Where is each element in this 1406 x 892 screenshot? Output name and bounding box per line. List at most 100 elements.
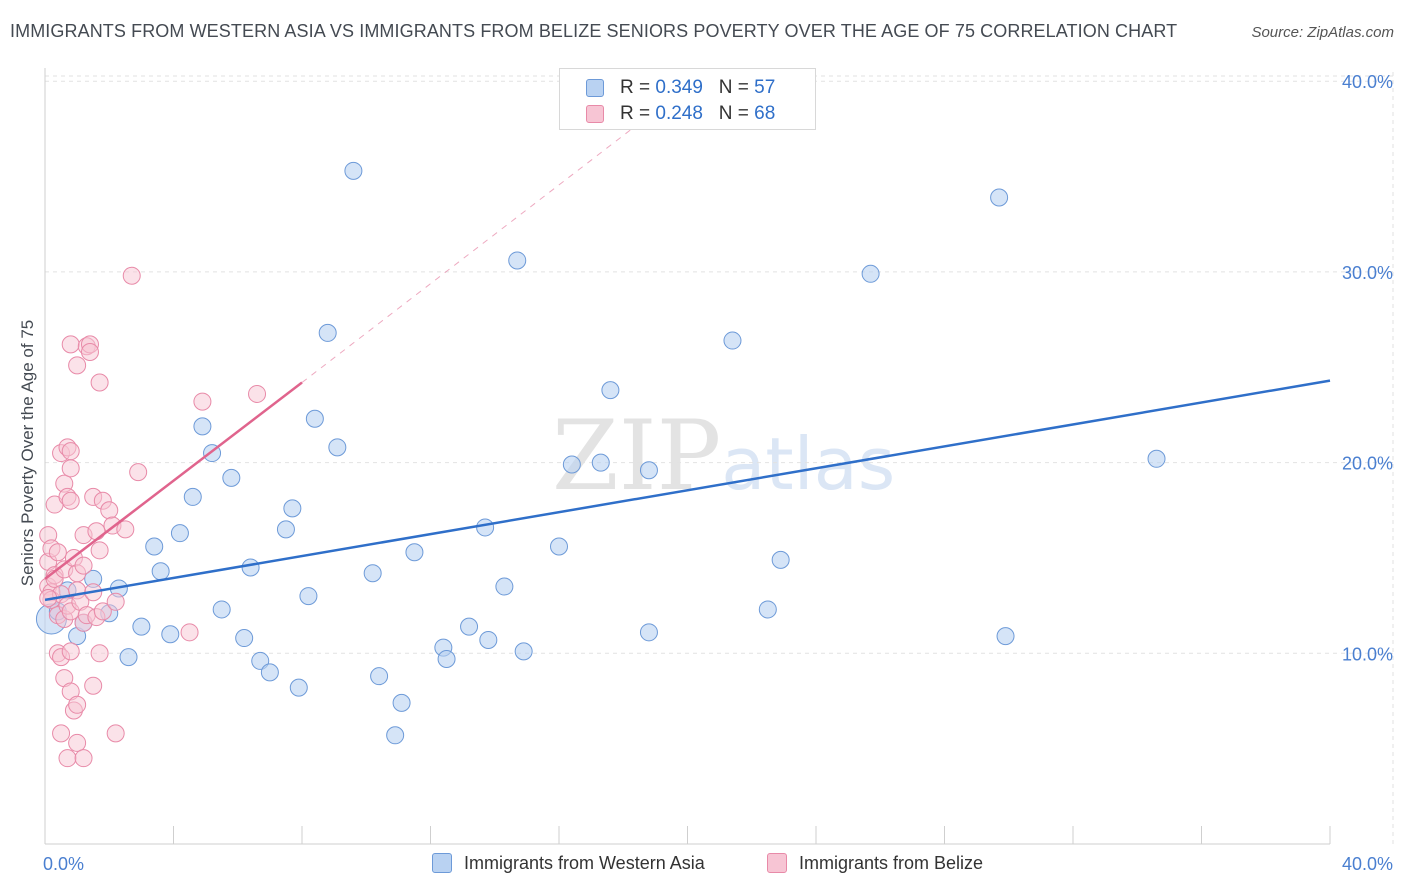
point-western-asia xyxy=(460,617,479,636)
point-western-asia xyxy=(386,726,405,745)
point-belize xyxy=(90,373,109,392)
trend-lines xyxy=(44,122,1331,602)
point-western-asia xyxy=(514,642,533,661)
point-western-asia xyxy=(601,381,620,400)
point-western-asia xyxy=(305,409,324,428)
series-belize-points xyxy=(39,266,267,768)
point-belize xyxy=(58,749,77,768)
point-belize xyxy=(68,356,87,375)
bottom-legend-swatch-blue xyxy=(432,853,452,873)
point-belize xyxy=(80,342,99,361)
point-western-asia xyxy=(212,600,231,619)
series-western-asia-points xyxy=(35,161,1166,745)
point-western-asia xyxy=(222,468,241,487)
axes xyxy=(44,68,1331,845)
tick-labels: 10.0% 20.0% 30.0% 40.0% 0.0% 40.0% Seniors Pov… xyxy=(18,72,1393,874)
point-western-asia xyxy=(476,518,495,537)
point-western-asia xyxy=(591,453,610,472)
point-belize xyxy=(61,442,80,461)
point-western-asia xyxy=(241,558,260,577)
point-western-asia xyxy=(639,623,658,642)
point-western-asia xyxy=(132,617,151,636)
point-belize xyxy=(87,522,106,541)
point-western-asia xyxy=(479,630,498,649)
point-western-asia xyxy=(508,251,527,270)
point-western-asia xyxy=(299,587,318,606)
x-tick-label-min: 0.0% xyxy=(43,854,84,874)
y-tick-label: 20.0% xyxy=(1342,454,1393,474)
legend-n-label: N = xyxy=(718,103,755,124)
point-western-asia xyxy=(344,161,363,180)
point-belize xyxy=(106,592,125,611)
point-belize xyxy=(61,642,80,661)
legend-r-label: R = xyxy=(620,77,656,98)
point-western-asia xyxy=(289,678,308,697)
point-western-asia xyxy=(1147,449,1166,468)
legend-stats-western-asia: R = 0.349 N = 57 xyxy=(620,77,775,99)
point-western-asia xyxy=(235,629,254,648)
legend-r-value: 0.349 xyxy=(655,77,703,98)
point-western-asia xyxy=(318,323,337,342)
legend-n-label: N = xyxy=(718,77,755,98)
grid xyxy=(45,72,1394,844)
y-axis-label: Seniors Poverty Over the Age of 75 xyxy=(18,320,37,586)
point-belize xyxy=(122,266,141,285)
legend-r-label: R = xyxy=(620,103,656,124)
point-belize xyxy=(61,335,80,354)
point-belize xyxy=(180,623,199,642)
point-western-asia xyxy=(392,693,411,712)
trend-line-western-asia xyxy=(44,379,1331,602)
x-tick-label-max: 40.0% xyxy=(1342,854,1393,874)
bottom-legend-label: Immigrants from Western Asia xyxy=(464,853,705,873)
bottom-legend-swatch-pink xyxy=(767,853,787,873)
watermark: ZIPatlas xyxy=(552,400,895,512)
point-western-asia xyxy=(723,331,742,350)
point-western-asia xyxy=(405,543,424,562)
point-belize xyxy=(61,491,80,510)
legend-swatch-pink xyxy=(586,105,604,123)
point-western-asia xyxy=(170,524,189,543)
legend-r-value: 0.248 xyxy=(655,103,703,124)
point-belize xyxy=(100,501,119,520)
legend-n-value: 68 xyxy=(754,103,776,124)
correlation-legend: R = 0.349 N = 57 R = 0.248 N = 68 xyxy=(559,68,816,130)
point-western-asia xyxy=(193,417,212,436)
point-western-asia xyxy=(562,455,581,474)
trend-line-belize xyxy=(44,381,303,580)
point-western-asia xyxy=(119,648,138,667)
bottom-legend-label: Immigrants from Belize xyxy=(799,853,984,873)
point-belize xyxy=(90,644,109,663)
point-western-asia xyxy=(758,600,777,619)
point-western-asia xyxy=(260,663,279,682)
point-western-asia xyxy=(363,564,382,583)
point-western-asia xyxy=(151,562,170,581)
point-western-asia xyxy=(161,625,180,644)
legend-n-value: 57 xyxy=(754,77,776,98)
legend-stats-belize: R = 0.248 N = 68 xyxy=(620,103,775,125)
point-belize xyxy=(93,602,112,621)
point-belize xyxy=(61,459,80,478)
point-western-asia xyxy=(183,487,202,506)
point-belize xyxy=(52,724,71,743)
point-western-asia xyxy=(495,577,514,596)
point-western-asia xyxy=(550,537,568,556)
point-western-asia xyxy=(990,188,1009,207)
point-belize xyxy=(84,676,103,695)
point-western-asia xyxy=(370,667,389,686)
point-belize xyxy=(106,724,125,743)
watermark-atlas: atlas xyxy=(721,422,896,506)
point-belize xyxy=(48,543,67,562)
point-western-asia xyxy=(861,264,880,283)
y-tick-label: 10.0% xyxy=(1342,644,1393,664)
point-belize xyxy=(116,520,135,539)
point-belize xyxy=(68,733,87,752)
point-belize xyxy=(74,556,93,575)
point-western-asia xyxy=(771,550,790,569)
y-tick-label: 30.0% xyxy=(1342,263,1393,283)
point-western-asia xyxy=(145,537,164,556)
point-western-asia xyxy=(639,461,658,480)
point-western-asia xyxy=(276,520,295,539)
point-western-asia xyxy=(328,438,347,457)
point-belize xyxy=(129,463,148,482)
